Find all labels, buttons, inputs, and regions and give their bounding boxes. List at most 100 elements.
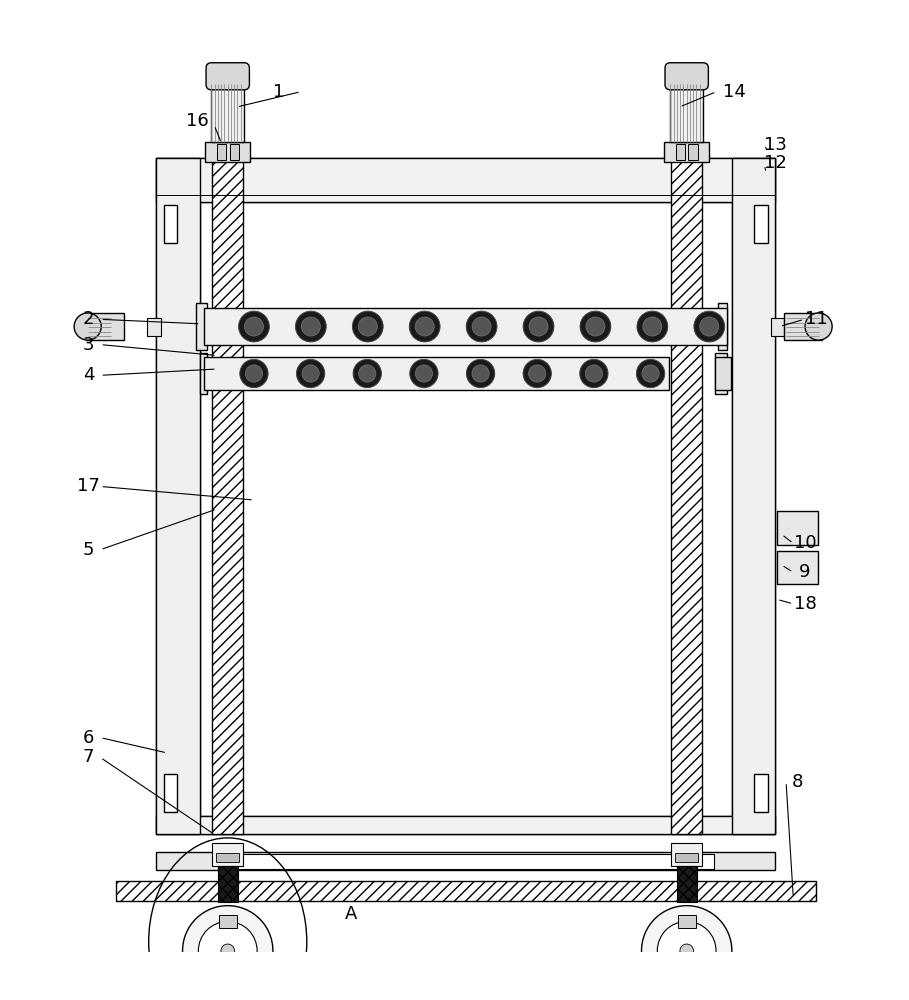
Bar (218, 854, 714, 869)
Circle shape (805, 313, 832, 340)
Bar (212, 84, 244, 142)
Bar (156, 852, 775, 870)
Text: 3: 3 (83, 336, 95, 354)
Bar (230, 144, 238, 160)
Bar (677, 915, 695, 928)
Circle shape (353, 311, 383, 342)
Bar (675, 853, 698, 862)
Bar (688, 144, 697, 160)
Circle shape (410, 359, 438, 388)
Circle shape (700, 317, 719, 336)
Bar (147, 318, 161, 336)
Circle shape (657, 921, 716, 980)
Bar (672, 843, 702, 866)
FancyBboxPatch shape (206, 63, 249, 90)
Text: 8: 8 (792, 773, 804, 791)
Circle shape (580, 359, 608, 388)
Circle shape (302, 365, 319, 382)
Bar (676, 144, 684, 160)
Circle shape (637, 311, 668, 342)
Bar (714, 353, 727, 394)
Text: 12: 12 (764, 154, 786, 172)
Bar (218, 866, 237, 902)
Bar (156, 158, 775, 202)
Bar (115, 881, 816, 901)
Circle shape (245, 365, 263, 382)
Bar (771, 318, 784, 336)
Text: 7: 7 (83, 748, 95, 766)
Circle shape (301, 317, 320, 336)
Circle shape (409, 311, 440, 342)
Circle shape (238, 311, 269, 342)
Bar (754, 774, 768, 812)
FancyBboxPatch shape (665, 63, 708, 90)
Circle shape (524, 311, 554, 342)
Circle shape (466, 359, 494, 388)
Bar (718, 303, 727, 350)
Circle shape (245, 317, 264, 336)
Bar (672, 158, 702, 834)
Circle shape (523, 359, 552, 388)
Circle shape (240, 359, 268, 388)
Text: A: A (345, 905, 357, 923)
Bar (219, 915, 236, 928)
Bar (217, 144, 226, 160)
Text: 18: 18 (794, 595, 816, 613)
Text: 13: 13 (764, 136, 786, 154)
Text: 5: 5 (83, 541, 95, 559)
Bar (205, 142, 250, 162)
Bar (164, 774, 177, 812)
Circle shape (415, 317, 435, 336)
Text: 6: 6 (83, 729, 95, 747)
Bar (777, 511, 818, 545)
Bar (85, 313, 124, 340)
Circle shape (643, 317, 662, 336)
Bar (676, 866, 696, 902)
Text: 14: 14 (724, 83, 746, 101)
Bar (205, 308, 727, 345)
Circle shape (415, 365, 433, 382)
Text: 16: 16 (185, 112, 208, 130)
Bar (164, 205, 177, 243)
Circle shape (358, 317, 377, 336)
Text: 1: 1 (273, 83, 284, 101)
Bar (213, 158, 243, 834)
Circle shape (75, 313, 101, 340)
Circle shape (359, 365, 375, 382)
Circle shape (472, 317, 491, 336)
Bar (213, 843, 243, 866)
Circle shape (466, 311, 497, 342)
Bar (671, 84, 703, 142)
Text: 4: 4 (83, 366, 95, 384)
Bar (205, 357, 669, 390)
Text: 11: 11 (804, 310, 827, 328)
Bar (156, 158, 200, 834)
Circle shape (636, 359, 664, 388)
Text: 2: 2 (83, 310, 95, 328)
Text: 10: 10 (794, 534, 816, 552)
Circle shape (585, 365, 603, 382)
Circle shape (353, 359, 382, 388)
Bar (156, 158, 775, 834)
Bar (196, 303, 207, 350)
Circle shape (642, 906, 732, 996)
Bar (714, 357, 731, 390)
Bar (216, 853, 239, 862)
Bar (664, 142, 709, 162)
Bar (777, 551, 818, 584)
Circle shape (694, 311, 724, 342)
Text: 9: 9 (799, 563, 811, 581)
Bar (200, 353, 207, 394)
Bar (200, 202, 732, 816)
Bar (732, 158, 775, 834)
Circle shape (642, 365, 659, 382)
Bar (156, 816, 775, 834)
Circle shape (296, 359, 325, 388)
Text: 17: 17 (77, 477, 100, 495)
Circle shape (586, 317, 605, 336)
Circle shape (529, 317, 548, 336)
Circle shape (680, 944, 694, 958)
Bar (754, 205, 768, 243)
Bar (784, 313, 823, 340)
Circle shape (183, 906, 273, 996)
